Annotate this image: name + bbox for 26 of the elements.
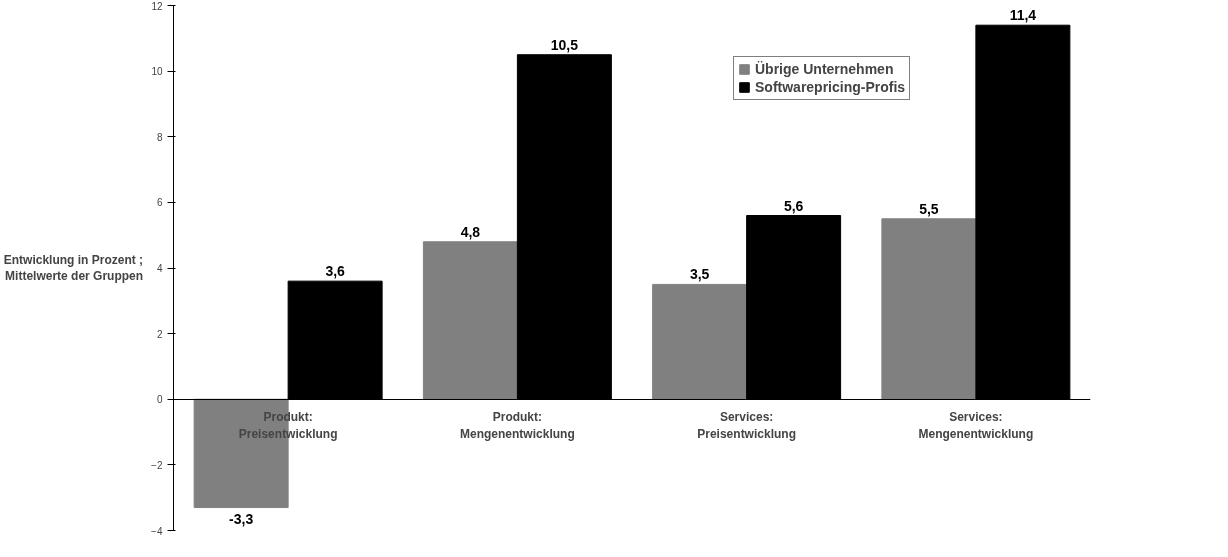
y-tick-label: 8 — [156, 131, 163, 143]
data-label: 11,4 — [1009, 7, 1037, 24]
x-tick-label: Produkt: Mengenentwicklung — [460, 410, 575, 442]
data-label: 5,5 — [919, 200, 939, 217]
data-label: 3,6 — [325, 263, 346, 280]
x-tick-label: Services: Mengenentwicklung — [918, 410, 1034, 442]
y-tick-label: 4 — [156, 263, 163, 274]
legend-label: Softwarepricing-Profis — [755, 79, 906, 95]
data-label: 5,6 — [783, 197, 804, 214]
y-tick-label: 0 — [156, 394, 163, 406]
data-label: -3,3 — [229, 510, 254, 527]
y-tick-label: −2 — [151, 459, 163, 471]
legend-label: Übrige Unternehmen — [755, 61, 894, 77]
y-tick-label: 12 — [151, 0, 163, 12]
data-label: 3,5 — [689, 266, 710, 283]
bar — [881, 218, 977, 400]
y-axis-title: Entwicklung in Prozent ; Mittelwerte der Gruppen — [3, 252, 144, 284]
bar — [652, 283, 748, 400]
bar — [422, 241, 518, 400]
data-label: 10,5 — [550, 36, 579, 53]
x-tick-label: Services: Preisentwicklung — [697, 410, 796, 442]
y-tick-label: 2 — [156, 328, 163, 340]
y-tick-label: 6 — [156, 197, 163, 209]
y-tick-label: −4 — [151, 525, 163, 537]
y-tick-label: 10 — [151, 66, 163, 78]
data-label: 4,8 — [460, 223, 481, 240]
